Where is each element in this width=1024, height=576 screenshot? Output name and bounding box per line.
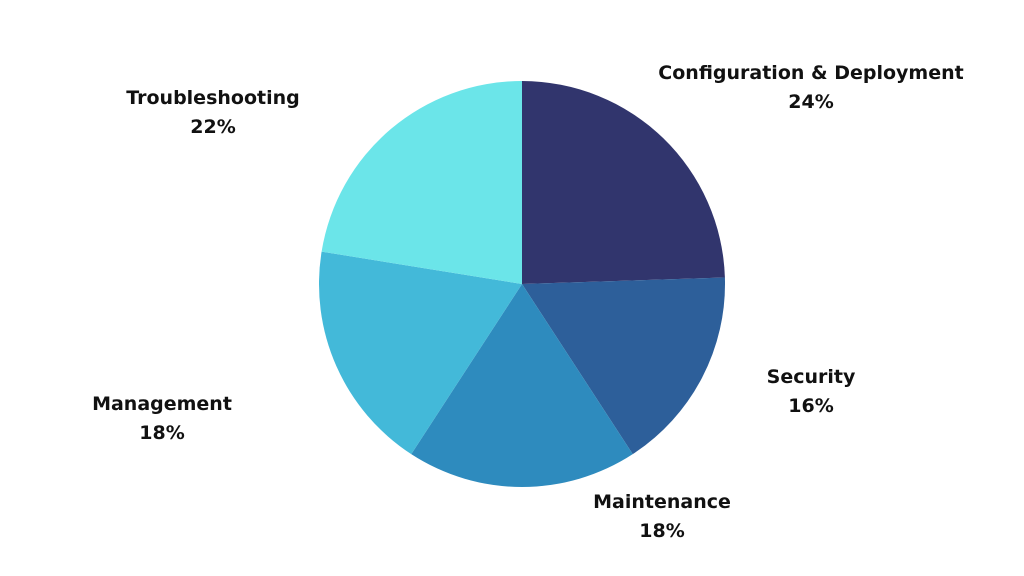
- slice-label-management: Management: [92, 393, 232, 415]
- pie-labels: Configuration & Deployment 24% Security 16%…: [92, 62, 964, 542]
- slice-value-maintenance: 18%: [639, 520, 684, 542]
- slice-security: [522, 277, 726, 455]
- slice-value-security: 16%: [788, 395, 833, 417]
- slice-label-security: Security: [767, 366, 856, 388]
- slice-troubleshooting: [321, 81, 522, 284]
- slice-maintenance: [411, 284, 633, 487]
- pie-slices: [318, 81, 726, 487]
- slice-label-troubleshooting: Troubleshooting: [126, 87, 300, 109]
- slice-configuration-and-deployment: [522, 81, 725, 284]
- slice-value-management: 18%: [139, 422, 184, 444]
- slice-value-configuration-and-deployment: 24%: [788, 91, 833, 113]
- slice-label-maintenance: Maintenance: [593, 491, 731, 513]
- slice-management: [318, 251, 522, 455]
- slice-value-troubleshooting: 22%: [190, 116, 235, 138]
- slice-label-configuration-and-deployment: Configuration & Deployment: [658, 62, 963, 84]
